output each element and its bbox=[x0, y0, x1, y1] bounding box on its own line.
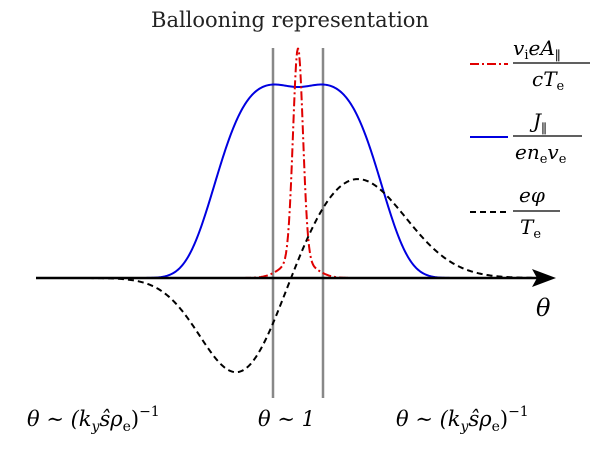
bottom-label-right: θ ∼ (kyŝρe)−1 bbox=[396, 404, 529, 435]
diagram-title: Ballooning representation bbox=[151, 8, 429, 32]
current-curve bbox=[38, 83, 552, 279]
legend-numerator: J∥ bbox=[529, 109, 547, 137]
legend-denominator: cTe bbox=[532, 67, 565, 94]
legend-denominator: Te bbox=[520, 215, 541, 242]
bottom-label-left: θ ∼ (kyŝρe)−1 bbox=[27, 404, 160, 435]
legend-denominator: eneve bbox=[515, 140, 567, 167]
legend-entry-potential: eφ Te bbox=[470, 183, 560, 242]
potential-curve bbox=[38, 178, 552, 374]
legend-numerator: eφ bbox=[519, 183, 545, 207]
bottom-label-center: θ ∼ 1 bbox=[258, 407, 315, 431]
legend-numerator: vieA∥ bbox=[513, 36, 561, 64]
axis-label: θ bbox=[536, 294, 551, 322]
vector-potential-curve bbox=[38, 47, 552, 279]
legend-entry-vector-potential: vieA∥ cTe bbox=[470, 36, 590, 94]
axis-arrowhead bbox=[532, 269, 556, 287]
legend-entry-current: J∥ eneve bbox=[470, 109, 582, 167]
